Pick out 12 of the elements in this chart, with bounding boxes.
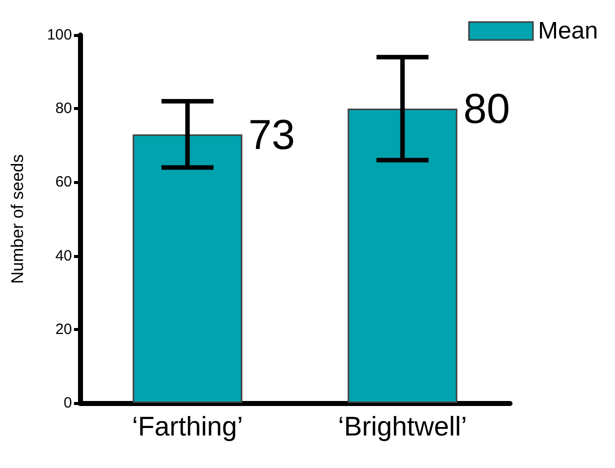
x-tick-label: ‘Brightwell’ — [338, 412, 468, 442]
y-axis-title: Number of seeds — [8, 154, 27, 284]
y-tick-label: 60 — [55, 174, 72, 191]
y-tick-label: 100 — [46, 26, 72, 44]
y-tick-label: 0 — [64, 394, 72, 412]
legend-label: Mean — [538, 18, 598, 44]
y-tick-label: 80 — [55, 100, 72, 118]
y-tick-label: 40 — [55, 247, 72, 264]
y-tick-label: 20 — [55, 320, 72, 338]
x-tick-label: ‘Farthing’ — [132, 412, 244, 442]
data-label: 80 — [463, 85, 510, 132]
data-label: 73 — [248, 110, 296, 158]
